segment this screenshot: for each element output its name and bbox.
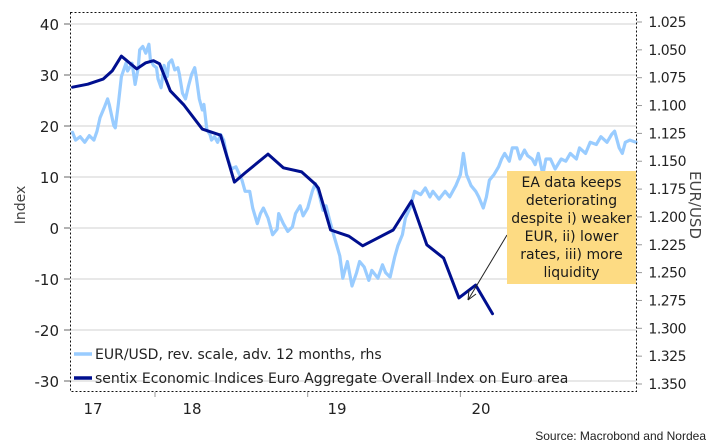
right-tick-label: 1.275 [648, 293, 686, 309]
legend-item-eurusd[interactable]: EUR/USD, rev. scale, adv. 12 months, rhs [74, 347, 382, 363]
right-tick-label: 1.325 [648, 349, 686, 365]
right-tick-label: 1.150 [648, 154, 686, 170]
plot-frame [70, 12, 637, 392]
right-tick-label: 1.125 [648, 126, 686, 142]
x-axis: 17 18 19 20 [83, 392, 491, 418]
legend-label-eurusd: EUR/USD, rev. scale, adv. 12 months, rhs [95, 347, 382, 363]
source-note: Source: Macrobond and Nordea [535, 429, 706, 443]
right-tick-label: 1.025 [648, 15, 686, 31]
annotation-line: rates, iii) more [520, 246, 623, 263]
legend-item-sentix[interactable]: sentix Economic Indices Euro Aggregate O… [74, 371, 568, 387]
left-axis: 40 30 20 10 0 -10 -20 -30 [35, 16, 70, 391]
left-tick-label: 0 [49, 220, 59, 238]
left-tick-label: 10 [40, 169, 59, 187]
annotation-line: despite i) weaker [511, 210, 632, 227]
legend: EUR/USD, rev. scale, adv. 12 months, rhs… [74, 347, 568, 387]
annotation-text: EA data keeps deteriorating despite i) w… [511, 174, 632, 282]
annotation-box: EA data keeps deteriorating despite i) w… [507, 171, 636, 284]
right-tick-label: 1.350 [648, 377, 686, 393]
right-tick-label: 1.050 [648, 43, 686, 59]
annotation-line: EUR, ii) lower [524, 228, 619, 245]
annotation-line: deteriorating [525, 192, 618, 209]
left-tick-label: -10 [35, 271, 60, 289]
x-tick-label: 19 [327, 400, 346, 418]
legend-label-sentix: sentix Economic Indices Euro Aggregate O… [95, 371, 568, 387]
x-tick-label: 17 [83, 400, 102, 418]
right-tick-label: 1.300 [648, 321, 686, 337]
left-tick-label: -30 [35, 373, 60, 391]
left-tick-label: 40 [40, 16, 59, 34]
right-axis-title: EUR/USD [686, 171, 704, 239]
annotation-arrow [467, 234, 508, 301]
right-tick-label: 1.200 [648, 210, 686, 226]
annotation-line: EA data keeps [521, 174, 622, 191]
right-tick-label: 1.225 [648, 238, 686, 254]
arrow-head-icon [467, 289, 477, 301]
left-tick-label: -20 [35, 322, 60, 340]
right-tick-label: 1.100 [648, 99, 686, 115]
annotation-arrow-line [467, 234, 508, 301]
x-tick-label: 18 [182, 400, 201, 418]
x-tick-label: 20 [471, 400, 490, 418]
left-tick-label: 20 [40, 118, 59, 136]
series-group [70, 42, 638, 316]
right-tick-label: 1.075 [648, 71, 686, 87]
right-axis: 1.025 1.050 1.075 1.100 1.125 1.150 1.175 1.200… [637, 15, 687, 393]
left-tick-label: 30 [40, 67, 59, 85]
series-line-sentix [71, 54, 494, 316]
right-tick-label: 1.175 [648, 182, 686, 198]
right-tick-label: 1.250 [648, 266, 686, 282]
annotation-line: liquidity [543, 264, 600, 281]
left-axis-title: Index [13, 186, 29, 225]
